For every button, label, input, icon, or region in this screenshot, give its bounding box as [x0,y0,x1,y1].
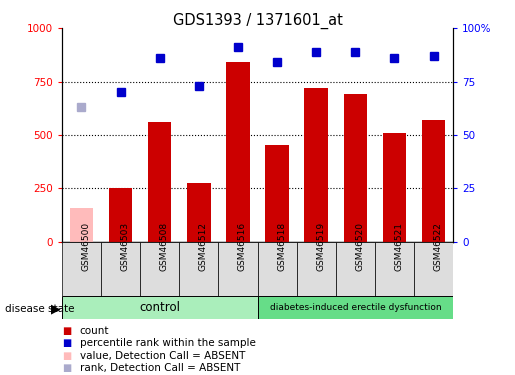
Bar [265,145,289,242]
Bar [187,183,211,242]
Bar [101,242,140,296]
Bar [70,208,93,242]
Text: ■: ■ [62,363,71,373]
Bar [375,242,414,296]
Text: diabetes-induced erectile dysfunction: diabetes-induced erectile dysfunction [269,303,441,312]
Text: GSM46521: GSM46521 [394,222,403,271]
Bar [422,120,445,242]
Bar [218,242,258,296]
Text: count: count [80,326,109,336]
Bar [344,94,367,242]
Text: ■: ■ [62,351,71,360]
Text: GSM46516: GSM46516 [238,222,247,271]
Bar [258,242,297,296]
Text: GSM46512: GSM46512 [199,222,208,271]
Bar [383,133,406,242]
Text: rank, Detection Call = ABSENT: rank, Detection Call = ABSENT [80,363,240,373]
Text: GSM46500: GSM46500 [81,222,90,271]
Text: GSM46503: GSM46503 [121,222,129,271]
Bar [304,88,328,242]
Text: control: control [139,301,180,314]
Text: percentile rank within the sample: percentile rank within the sample [80,338,256,348]
Text: disease state: disease state [5,304,75,314]
Bar [62,242,101,296]
Bar [414,242,453,296]
Bar [297,242,336,296]
Text: GSM46519: GSM46519 [316,222,325,271]
Bar [226,62,250,242]
Text: GSM46520: GSM46520 [355,222,364,271]
Bar [179,242,218,296]
Text: GDS1393 / 1371601_at: GDS1393 / 1371601_at [173,13,342,29]
Bar [258,296,453,319]
Bar [109,188,132,242]
Bar [336,242,375,296]
Bar [148,122,171,242]
Text: ■: ■ [62,338,71,348]
Text: GSM46522: GSM46522 [434,222,442,271]
Text: GSM46518: GSM46518 [277,222,286,271]
Text: GSM46508: GSM46508 [160,222,168,271]
Text: ■: ■ [62,326,71,336]
Text: value, Detection Call = ABSENT: value, Detection Call = ABSENT [80,351,245,360]
Text: ▶: ▶ [50,303,60,316]
Bar [62,296,258,319]
Bar [140,242,179,296]
